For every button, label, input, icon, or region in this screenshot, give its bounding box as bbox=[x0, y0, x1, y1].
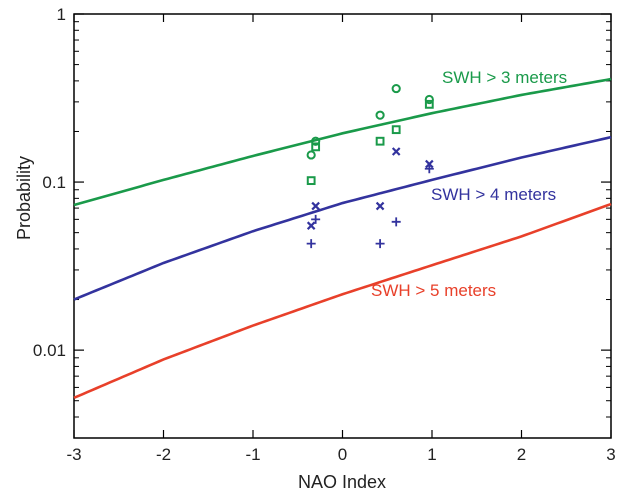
point-square-series-0 bbox=[424, 99, 434, 109]
y-tick-label: 0.01 bbox=[33, 341, 66, 360]
point-square-series-0 bbox=[311, 142, 321, 152]
point-square-series-0 bbox=[306, 176, 316, 186]
point-x-series-1 bbox=[425, 159, 434, 169]
curve-series-0 bbox=[73, 77, 612, 207]
x-tick-label: 3 bbox=[606, 445, 615, 464]
x-tick-label: -3 bbox=[66, 445, 81, 464]
point-plus-series-1 bbox=[306, 239, 316, 249]
point-plus-series-1 bbox=[375, 239, 385, 249]
point-circle-series-0 bbox=[424, 94, 434, 105]
point-circle-series-0 bbox=[306, 150, 316, 160]
point-square-series-0 bbox=[391, 125, 401, 135]
x-tick-label: -1 bbox=[245, 445, 260, 464]
data-points bbox=[306, 83, 434, 249]
point-plus-series-1 bbox=[391, 217, 401, 227]
curve-series-2 bbox=[73, 202, 612, 400]
curve-series-1 bbox=[73, 135, 612, 301]
x-tick-label: 1 bbox=[427, 445, 436, 464]
series-labels: SWH > 3 meters SWH > 4 meters SWH > 5 me… bbox=[371, 68, 567, 300]
point-x-series-1 bbox=[391, 147, 401, 156]
point-x-series-1 bbox=[311, 201, 320, 211]
curves bbox=[73, 77, 612, 400]
point-plus-series-1 bbox=[424, 164, 434, 174]
x-tick-label: -2 bbox=[156, 445, 171, 464]
ticks: -3 -2 -1 0 1 2 3 0.01 0.1 1 bbox=[33, 5, 616, 464]
point-plus-series-1 bbox=[311, 214, 321, 224]
point-circle-series-0 bbox=[375, 110, 385, 120]
series-label-swh-3m: SWH > 3 meters bbox=[442, 68, 567, 87]
y-axis-title: Probability bbox=[14, 156, 34, 240]
point-circle-series-0 bbox=[311, 136, 321, 146]
point-x-series-1 bbox=[375, 201, 385, 211]
series-label-swh-4m: SWH > 4 meters bbox=[431, 185, 556, 204]
x-axis-title: NAO Index bbox=[298, 472, 386, 492]
plot-area bbox=[73, 13, 612, 439]
point-square-series-0 bbox=[375, 136, 385, 146]
point-x-series-1 bbox=[306, 221, 316, 230]
point-circle-series-0 bbox=[391, 83, 401, 94]
x-tick-label: 0 bbox=[338, 445, 347, 464]
series-label-swh-5m: SWH > 5 meters bbox=[371, 281, 496, 300]
y-tick-label: 0.1 bbox=[42, 173, 66, 192]
x-tick-label: 2 bbox=[517, 445, 526, 464]
y-tick-label: 1 bbox=[57, 5, 66, 24]
